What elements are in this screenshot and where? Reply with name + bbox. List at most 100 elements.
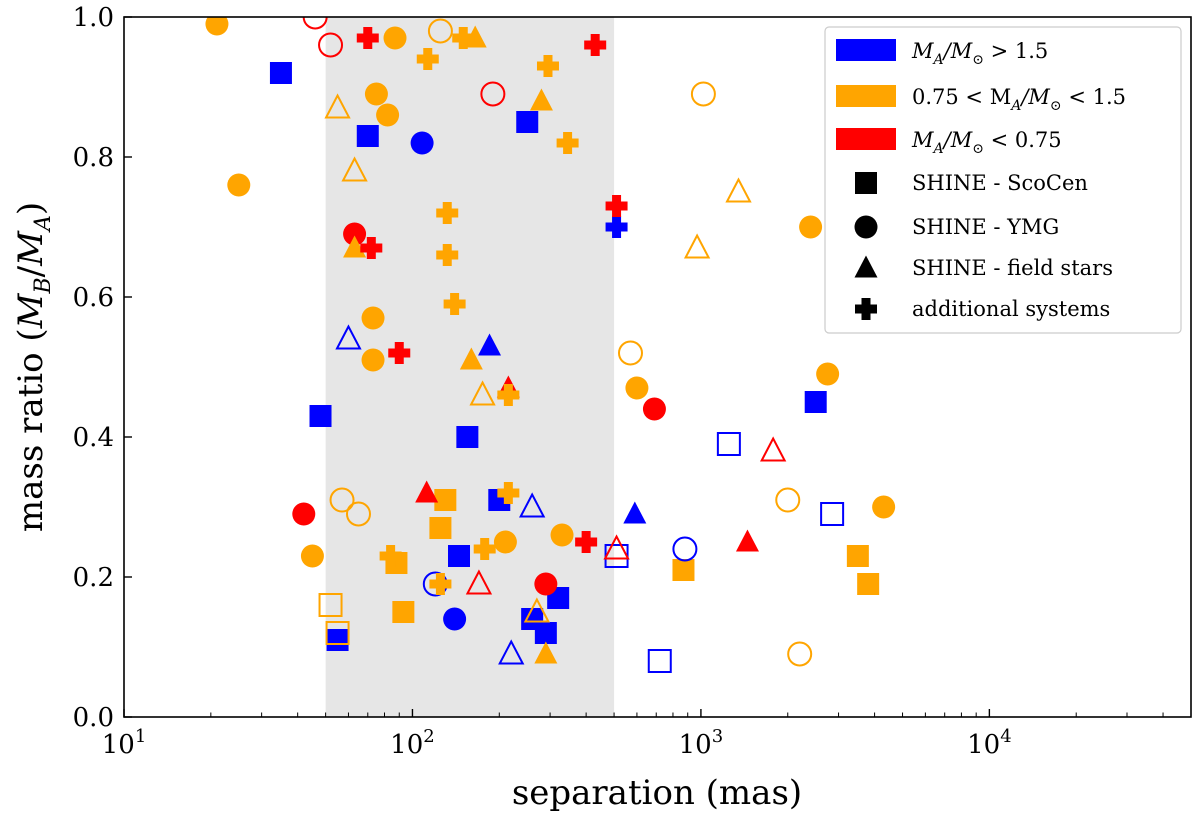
point-plus-red-filled [575,531,598,553]
point-circle-blue-filled [410,131,434,155]
point-circle-red-open [480,81,506,107]
point-square-blue-open [647,649,672,673]
point-square-blue-filled [326,629,349,651]
point-circle-blue-filled [443,607,467,631]
plot-frame [123,16,1192,718]
legend-swatch-orange [836,85,896,107]
point-triangle-orange-open [324,93,351,119]
point-circle-orange-filled [300,544,324,568]
point-plus-orange-filled [416,48,439,70]
point-square-blue-open [716,432,741,456]
point-plus-orange-filled [497,482,520,504]
point-plus-orange-filled [536,55,559,77]
point-circle-orange-open [787,641,813,667]
point-plus-orange-filled [556,132,579,154]
point-triangle-red-filled [415,480,439,503]
point-triangle-red-open [603,534,630,560]
point-triangle-orange-open [523,597,551,623]
point-circle-orange-filled [376,103,400,127]
legend: MA/M⊙ > 1.5 0.75 < MA/M⊙ < 1.5 MA/M⊙ < 0.7… [824,26,1182,334]
y-tick-label: 0.8 [73,143,114,173]
point-circle-orange-filled [493,530,517,554]
tick-labels: 101 102 103 104 0.0 0.2 0.4 0.6 0.8 1.0 [73,3,1012,760]
point-triangle-blue-open [335,324,362,350]
point-circle-orange-filled [227,173,251,197]
point-triangle-blue-open [498,639,525,665]
point-square-orange-filled [672,559,695,581]
point-circle-orange-open [617,340,643,366]
point-triangle-red-open [465,569,493,595]
point-square-blue-filled [269,62,292,84]
legend-swatch-blue [836,39,896,61]
legend-marker-plus [855,298,877,320]
point-triangle-red-filled [735,529,759,552]
point-circle-red-open [302,17,328,30]
point-triangle-orange-filled [459,347,483,370]
y-tick-label: 1.0 [73,3,114,33]
point-circle-orange-filled [364,82,388,106]
point-circle-red-filled [642,397,666,421]
point-triangle-orange-open [725,177,752,203]
point-triangle-orange-open [683,233,711,259]
point-circle-orange-filled [361,306,385,330]
point-circle-orange-filled [205,17,229,36]
point-plus-red-filled [584,34,607,56]
point-plus-blue-filled [605,216,628,238]
point-square-blue-open [820,502,845,526]
y-axis-label: mass ratio (MB/MA) [11,202,56,532]
point-triangle-orange-open [469,380,496,406]
point-circle-blue-open [672,536,698,562]
point-triangle-blue-filled [623,501,647,524]
point-circle-orange-filled [625,376,649,400]
point-plus-red-filled [605,195,628,217]
point-circle-orange-open [329,487,355,513]
x-tick-label: 101 [102,726,147,760]
point-circle-orange-open [345,501,371,527]
point-square-blue-filled [456,426,479,448]
point-square-orange-open [325,621,350,645]
point-plus-orange-filled [452,27,475,49]
point-square-blue-filled [309,405,332,427]
legend-label-red: MA/M⊙ < 0.75 [911,128,1062,157]
point-circle-orange-filled [361,348,385,372]
point-plus-orange-filled [379,545,402,567]
data-points [205,17,896,673]
x-axis-label: separation (mas) [512,773,802,813]
legend-label-blue: MA/M⊙ > 1.5 [911,39,1048,68]
x-tick-label: 103 [679,726,724,760]
y-tick-label: 0.0 [73,703,114,733]
point-plus-red-filled [356,27,379,49]
legend-label-triangle: SHINE - field stars [912,256,1113,280]
point-circle-orange-filled [816,362,840,386]
point-square-blue-filled [516,111,539,133]
point-circle-red-filled [292,502,316,526]
point-triangle-blue-open [519,492,546,518]
point-circle-orange-open [427,18,453,44]
point-square-orange-filled [846,545,869,567]
point-plus-orange-filled [436,244,459,266]
legend-box [824,26,1182,334]
point-square-orange-filled [429,517,452,539]
point-plus-orange-filled [429,573,452,595]
point-triangle-red-open [760,436,787,462]
point-square-orange-filled [857,573,880,595]
point-circle-red-filled [534,572,558,596]
legend-swatch-red [836,128,896,150]
point-square-orange-filled [392,601,415,623]
y-tick-label: 0.4 [73,423,114,453]
point-plus-orange-filled [497,384,520,406]
point-circle-red-open [318,32,344,58]
point-square-blue-filled [356,125,379,147]
x-tick-label: 104 [967,726,1012,760]
legend-label-square: SHINE - ScoCen [912,171,1088,195]
point-plus-orange-filled [436,202,459,224]
point-circle-orange-open [690,81,716,107]
point-square-blue-filled [804,391,827,413]
legend-label-plus: additional systems [912,297,1110,321]
legend-label-circle: SHINE - YMG [912,215,1059,239]
point-circle-red-filled [343,222,367,246]
point-circle-orange-filled [550,523,574,547]
x-tick-label: 102 [390,726,435,760]
point-triangle-orange-open [341,156,368,182]
